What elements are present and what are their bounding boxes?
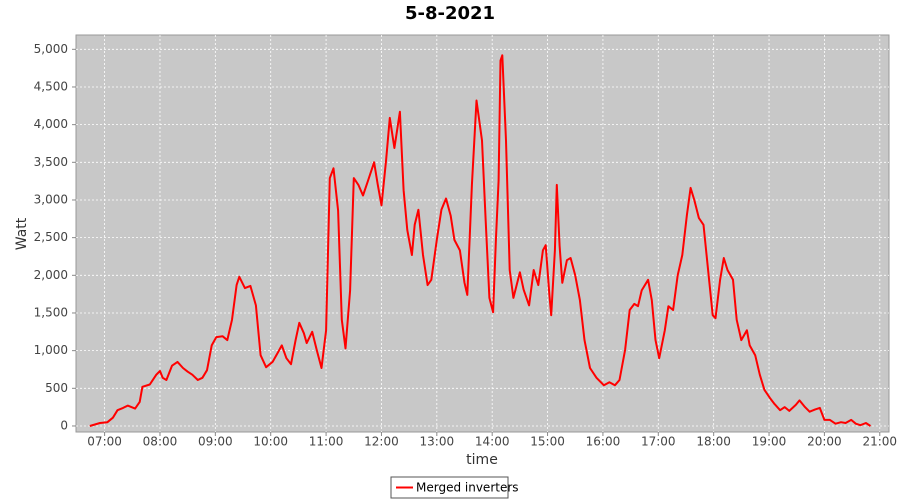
y-tick-label: 0 [60, 418, 68, 432]
y-tick-label: 2,500 [34, 230, 68, 244]
chart-title: 5-8-2021 [405, 3, 495, 24]
x-tick-label: 10:00 [253, 435, 288, 449]
legend-label: Merged inverters [416, 481, 519, 495]
y-tick-label: 500 [45, 381, 68, 395]
y-tick-label: 5,000 [34, 42, 68, 56]
x-tick-label: 11:00 [309, 435, 344, 449]
x-tick-label: 21:00 [862, 435, 897, 449]
y-tick-label: 3,500 [34, 155, 68, 169]
y-tick-label: 2,000 [34, 268, 68, 282]
x-tick-label: 18:00 [696, 435, 731, 449]
x-tick-label: 15:00 [530, 435, 565, 449]
y-tick-label: 1,500 [34, 305, 68, 319]
legend-box [390, 476, 509, 499]
plot-area [75, 34, 890, 433]
data-line [89, 54, 872, 427]
x-tick-label: 16:00 [586, 435, 621, 449]
x-tick-label: 20:00 [807, 435, 842, 449]
x-tick-label: 14:00 [475, 435, 510, 449]
x-tick-label: 09:00 [198, 435, 233, 449]
x-tick-label: 17:00 [641, 435, 676, 449]
y-tick-label: 4,500 [34, 79, 68, 93]
x-tick-label: 08:00 [143, 435, 178, 449]
x-tick-label: 13:00 [420, 435, 455, 449]
x-tick-label: 19:00 [752, 435, 787, 449]
y-tick-label: 1,000 [34, 343, 68, 357]
y-tick-label: 3,000 [34, 192, 68, 206]
x-tick-label: 12:00 [364, 435, 399, 449]
x-axis-label: time [466, 452, 498, 468]
x-tick-label: 07:00 [87, 435, 122, 449]
y-axis-label: Watt [14, 217, 30, 250]
y-tick-label: 4,000 [34, 117, 68, 131]
